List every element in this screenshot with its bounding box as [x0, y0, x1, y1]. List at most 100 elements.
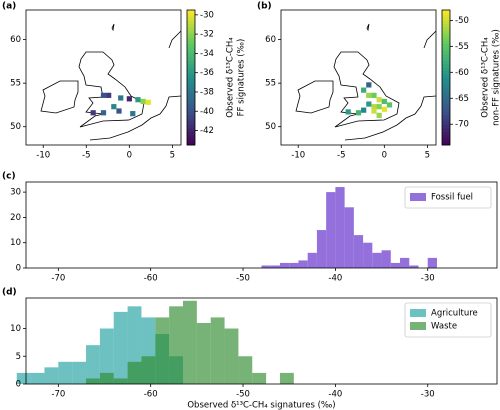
- colorbar-step: [442, 104, 450, 109]
- colorbar-step: [187, 84, 195, 89]
- histogram-bar: [409, 265, 419, 268]
- legend-swatch: [410, 193, 426, 201]
- colorbar-step: [442, 101, 450, 105]
- colorbar-step: [187, 121, 195, 126]
- x-tick-label: 5: [425, 151, 430, 161]
- histogram-bar: [353, 235, 364, 268]
- colorbar-step: [187, 107, 195, 112]
- map-cell: [366, 92, 372, 98]
- colorbar-step: [187, 104, 195, 109]
- colorbar-step: [442, 94, 450, 99]
- colorbar-step: [187, 20, 195, 24]
- colorbar-step: [187, 13, 195, 18]
- colorbar-tick-label: -40: [200, 107, 214, 117]
- colorbar-tick-label: -70: [455, 120, 469, 130]
- colorbar-step: [442, 134, 450, 139]
- histogram-bar: [427, 257, 437, 268]
- colorbar-step: [442, 87, 450, 92]
- colorbar-step: [187, 111, 195, 116]
- histogram-bar: [58, 361, 73, 384]
- legend-box: [404, 186, 492, 209]
- x-tick-label: 0: [382, 151, 387, 161]
- map-cell: [135, 97, 141, 103]
- colorbar-step: [442, 74, 450, 78]
- colorbar-tick-label: -32: [200, 30, 214, 40]
- x-axis-label: Observed δ¹³C-CH₄ signatures (‰): [187, 401, 335, 410]
- colorbar-step: [442, 107, 450, 112]
- colorbar-step: [442, 128, 450, 132]
- axes-frame: [25, 297, 498, 385]
- colorbar-step: [187, 16, 195, 21]
- colorbar-step: [442, 26, 450, 31]
- histogram-bar: [279, 372, 294, 384]
- map-cell: [376, 104, 382, 110]
- colorbar-step: [442, 30, 450, 35]
- histogram-bar: [279, 262, 290, 268]
- map-cell: [90, 110, 96, 116]
- coastline: [40, 23, 182, 141]
- histogram-bar: [155, 317, 170, 384]
- map-cell: [126, 96, 132, 102]
- y-tick-label: 30: [10, 188, 21, 198]
- y-tick-label: 50: [10, 122, 21, 132]
- map-cell: [386, 102, 393, 108]
- colorbar-step: [187, 33, 195, 38]
- y-tick-label: 10: [10, 238, 21, 248]
- colorbar-step: [442, 121, 450, 126]
- axes-frame: [25, 9, 182, 146]
- histogram-bar: [86, 345, 100, 384]
- colorbar-step: [442, 60, 450, 65]
- histogram-bar: [183, 300, 197, 384]
- legend-box: [404, 302, 492, 338]
- histogram-bar: [86, 378, 100, 384]
- colorbar-step: [442, 124, 450, 129]
- colorbar-label: Observed δ¹³C-CH₄: [226, 37, 236, 118]
- axes-frame: [25, 181, 498, 269]
- colorbar-step: [187, 97, 195, 102]
- panel-label: (a): [2, 2, 16, 12]
- colorbar-step: [187, 74, 195, 78]
- map-cell: [145, 99, 151, 105]
- map-cell: [100, 92, 107, 98]
- map-cell: [376, 97, 382, 103]
- colorbar-step: [187, 138, 195, 143]
- map-cell: [130, 111, 136, 117]
- y-tick-label: 55: [265, 79, 276, 89]
- histogram-bar: [307, 252, 317, 268]
- histogram-bar: [210, 317, 225, 384]
- x-tick-label: -50: [236, 390, 250, 400]
- histogram-bar: [344, 207, 354, 268]
- histogram-bar: [289, 262, 299, 268]
- colorbar-step: [442, 77, 450, 82]
- colorbar-step: [442, 50, 450, 55]
- colorbar-step: [187, 80, 195, 85]
- x-tick-label: -10: [36, 151, 50, 161]
- panel-label: (c): [2, 172, 16, 182]
- map-cell: [345, 109, 351, 115]
- colorbar-label: FF signatures (‰): [237, 39, 247, 117]
- y-tick-label: 5: [16, 352, 21, 362]
- colorbar-step: [442, 70, 450, 75]
- colorbar-step: [187, 114, 195, 119]
- map-cell: [376, 112, 382, 118]
- colorbar-step: [442, 57, 450, 62]
- colorbar-step: [442, 80, 450, 85]
- colorbar-step: [442, 64, 450, 68]
- y-tick-label: 0: [16, 264, 21, 274]
- map-cell: [371, 104, 377, 110]
- map-cell: [371, 92, 377, 98]
- histogram-bar: [99, 372, 114, 384]
- colorbar-tick-label: -60: [455, 68, 469, 78]
- colorbar-step: [442, 47, 450, 51]
- map-cell: [361, 107, 367, 113]
- colorbar-tick-label: -65: [455, 94, 469, 104]
- histogram-bar: [381, 250, 391, 268]
- map-cell: [381, 98, 387, 105]
- colorbar-tick-label: -55: [455, 42, 469, 52]
- histogram-bar: [316, 230, 327, 268]
- colorbar-step: [442, 43, 450, 48]
- y-tick-label: 60: [10, 35, 21, 45]
- colorbar-step: [187, 118, 195, 122]
- colorbar-tick-label: -42: [200, 126, 214, 136]
